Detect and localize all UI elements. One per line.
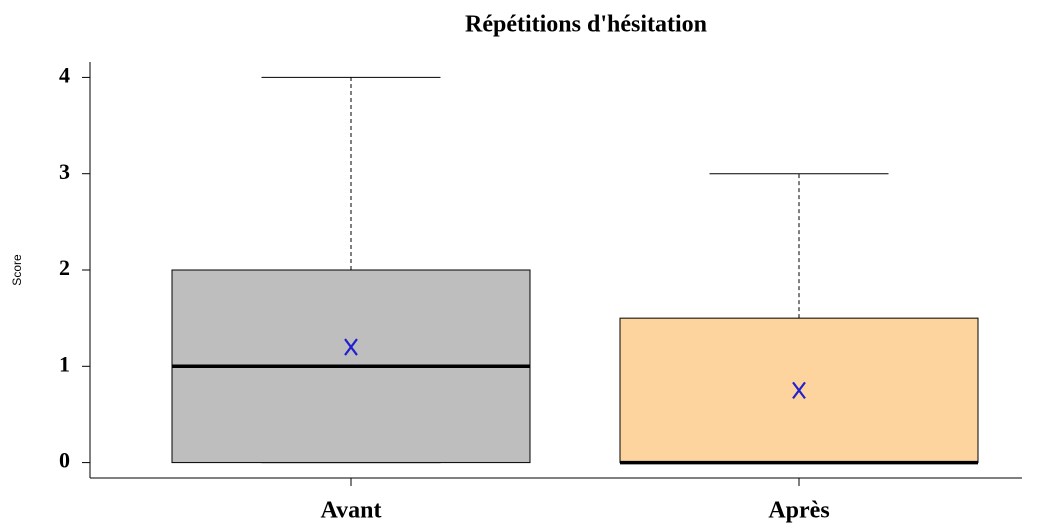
- mean-marker: [792, 381, 806, 400]
- chart-title: Répétitions d'hésitation: [465, 12, 707, 38]
- mean-marker: [344, 338, 358, 356]
- x-tick-label: Avant: [321, 498, 382, 524]
- mean-stroke: [344, 338, 358, 356]
- y-tick-label: 4: [59, 62, 70, 87]
- y-axis-label: Score: [10, 254, 24, 286]
- x-tick-label: Après: [768, 498, 829, 524]
- y-tick-label: 0: [59, 448, 70, 473]
- y-tick-label: 2: [59, 255, 70, 280]
- y-tick-label: 3: [59, 159, 70, 184]
- y-tick-label: 1: [59, 351, 70, 376]
- mean-stroke: [792, 381, 806, 400]
